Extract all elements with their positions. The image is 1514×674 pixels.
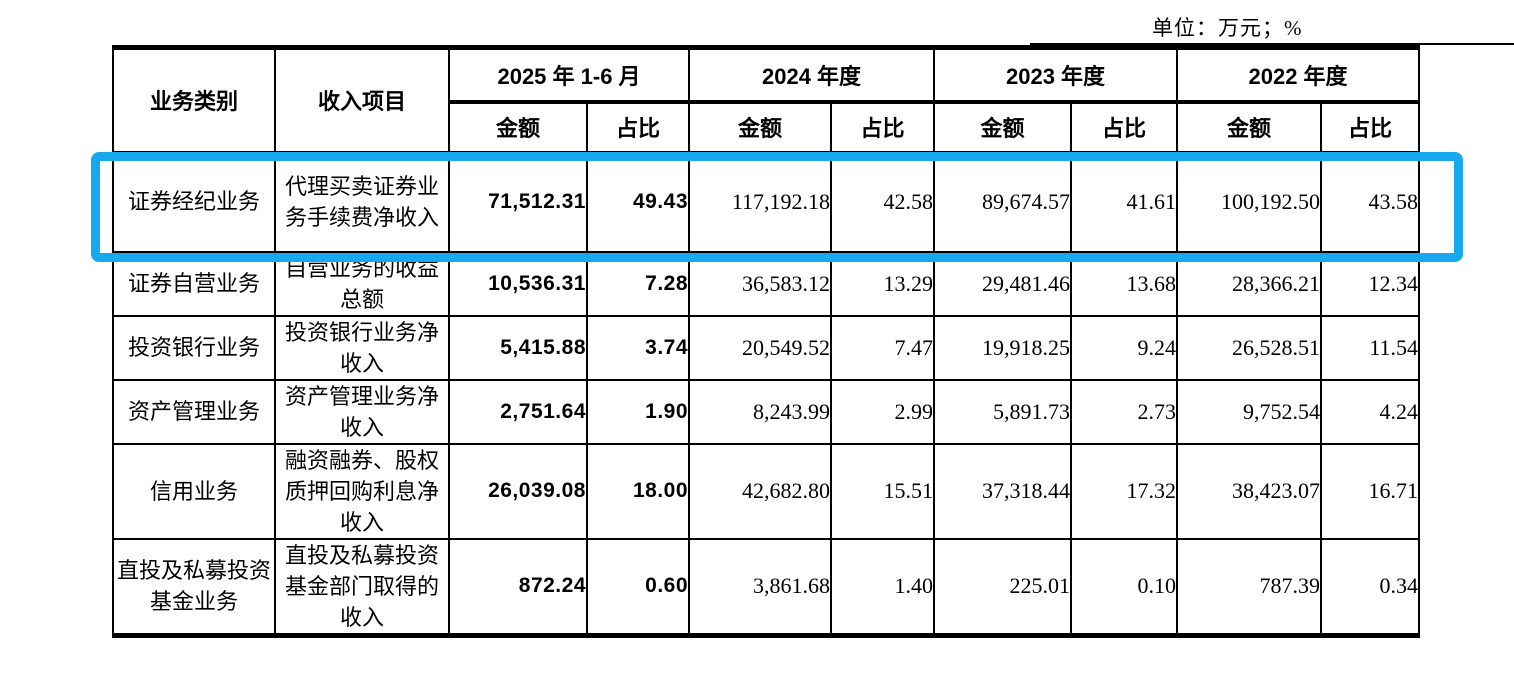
- cell-ratio-2025: 1.90: [585, 378, 691, 445]
- header-period-2022: 2022 年度: [1176, 46, 1421, 104]
- unit-label: 单位：万元；%: [1152, 16, 1303, 40]
- cell-amount-2024: 3,861.68: [688, 537, 833, 636]
- cell-amount-2022: 26,528.51: [1176, 314, 1323, 381]
- cell-ratio-2025: 3.74: [585, 314, 691, 381]
- cell-ratio-2024: 7.47: [830, 314, 936, 381]
- cell-ratio-2023: 13.68: [1070, 250, 1179, 317]
- header-ratio: 占比: [1320, 100, 1421, 153]
- cell-amount-2025: 2,751.64: [448, 378, 588, 445]
- cell-amount-2025: 5,415.88: [448, 314, 588, 381]
- cell-amount-2025: 872.24: [448, 537, 588, 636]
- cell-category: 直投及私募投资基金业务: [112, 537, 276, 636]
- cell-ratio-2024: 2.99: [830, 378, 936, 445]
- header-ratio: 占比: [830, 100, 936, 153]
- cell-income-item: 代理买卖证券业务手续费净收入: [274, 150, 450, 253]
- header-ratio: 占比: [585, 100, 691, 153]
- header-period-2024: 2024 年度: [688, 46, 936, 104]
- cell-ratio-2025: 7.28: [585, 250, 691, 317]
- cell-amount-2023: 225.01: [933, 537, 1073, 636]
- cell-ratio-2025: 0.60: [585, 537, 691, 636]
- cell-ratio-2025: 49.43: [585, 150, 691, 253]
- header-ratio: 占比: [1070, 100, 1179, 153]
- header-row-measures: 金额 占比 金额 占比 金额 占比 金额 占比: [113, 100, 1421, 153]
- cell-amount-2023: 5,891.73: [933, 378, 1073, 445]
- cell-amount-2022: 787.39: [1176, 537, 1323, 636]
- cell-ratio-2022: 12.34: [1320, 250, 1421, 317]
- cell-category: 信用业务: [112, 442, 276, 540]
- header-income-item: 收入项目: [274, 46, 450, 153]
- table-row-asset-management: 资产管理业务 资产管理业务净收入 2,751.64 1.90 8,243.99 …: [112, 378, 1421, 445]
- cell-ratio-2023: 17.32: [1070, 442, 1179, 540]
- cell-ratio-2022: 11.54: [1320, 314, 1421, 381]
- cell-category: 证券经纪业务: [112, 150, 276, 253]
- cell-ratio-2023: 41.61: [1070, 150, 1179, 253]
- cell-amount-2022: 28,366.21: [1176, 250, 1323, 317]
- cell-amount-2024: 42,682.80: [688, 442, 833, 540]
- cell-amount-2024: 117,192.18: [688, 150, 833, 253]
- cell-amount-2023: 29,481.46: [933, 250, 1073, 317]
- cell-income-item: 自营业务的收益总额: [274, 250, 450, 317]
- header-row-periods: 业务类别 收入项目 2025 年 1-6 月 2024 年度 2023 年度 2…: [112, 46, 1421, 153]
- cell-amount-2024: 36,583.12: [688, 250, 833, 317]
- cell-ratio-2024: 1.40: [830, 537, 936, 636]
- header-period-2023: 2023 年度: [933, 46, 1179, 104]
- cell-category: 资产管理业务: [112, 378, 276, 445]
- cell-category: 投资银行业务: [112, 314, 276, 381]
- page-rule: [1030, 43, 1514, 45]
- cell-ratio-2024: 42.58: [830, 150, 936, 253]
- cell-ratio-2024: 15.51: [830, 442, 936, 540]
- cell-ratio-2023: 9.24: [1070, 314, 1179, 381]
- cell-amount-2022: 9,752.54: [1176, 378, 1323, 445]
- header-amount: 金额: [1176, 100, 1323, 153]
- cell-income-item: 融资融券、股权质押回购利息净收入: [274, 442, 450, 540]
- cell-amount-2025: 10,536.31: [448, 250, 588, 317]
- cell-ratio-2022: 43.58: [1320, 150, 1421, 253]
- cell-amount-2024: 8,243.99: [688, 378, 833, 445]
- cell-ratio-2022: 16.71: [1320, 442, 1421, 540]
- header-amount: 金额: [448, 100, 588, 153]
- cell-ratio-2022: 0.34: [1320, 537, 1421, 636]
- cell-amount-2022: 38,423.07: [1176, 442, 1323, 540]
- header-business-category: 业务类别: [112, 46, 276, 153]
- cell-category: 证券自营业务: [112, 250, 276, 317]
- cell-ratio-2025: 18.00: [585, 442, 691, 540]
- cell-amount-2025: 26,039.08: [448, 442, 588, 540]
- cell-ratio-2023: 2.73: [1070, 378, 1179, 445]
- header-amount: 金额: [933, 100, 1073, 153]
- header-amount: 金额: [688, 100, 833, 153]
- revenue-breakdown-table: 业务类别 收入项目 2025 年 1-6 月 2024 年度 2023 年度 2…: [112, 45, 1421, 638]
- cell-ratio-2024: 13.29: [830, 250, 936, 317]
- table-row-proprietary: 证券自营业务 自营业务的收益总额 10,536.31 7.28 36,583.1…: [112, 250, 1421, 317]
- table-row-brokerage: 证券经纪业务 代理买卖证券业务手续费净收入 71,512.31 49.43 11…: [112, 150, 1421, 253]
- table-row-credit: 信用业务 融资融券、股权质押回购利息净收入 26,039.08 18.00 42…: [112, 442, 1421, 540]
- cell-amount-2022: 100,192.50: [1176, 150, 1323, 253]
- cell-amount-2024: 20,549.52: [688, 314, 833, 381]
- cell-ratio-2022: 4.24: [1320, 378, 1421, 445]
- cell-amount-2023: 89,674.57: [933, 150, 1073, 253]
- table-row-investment-banking: 投资银行业务 投资银行业务净收入 5,415.88 3.74 20,549.52…: [112, 314, 1421, 381]
- cell-amount-2023: 19,918.25: [933, 314, 1073, 381]
- cell-income-item: 投资银行业务净收入: [274, 314, 450, 381]
- cell-income-item: 直投及私募投资基金部门取得的收入: [274, 537, 450, 636]
- cell-income-item: 资产管理业务净收入: [274, 378, 450, 445]
- header-period-2025: 2025 年 1-6 月: [447, 46, 691, 104]
- cell-ratio-2023: 0.10: [1070, 537, 1179, 636]
- cell-amount-2025: 71,512.31: [448, 150, 588, 253]
- table-row-private-equity: 直投及私募投资基金业务 直投及私募投资基金部门取得的收入 872.24 0.60…: [112, 537, 1421, 636]
- cell-amount-2023: 37,318.44: [933, 442, 1073, 540]
